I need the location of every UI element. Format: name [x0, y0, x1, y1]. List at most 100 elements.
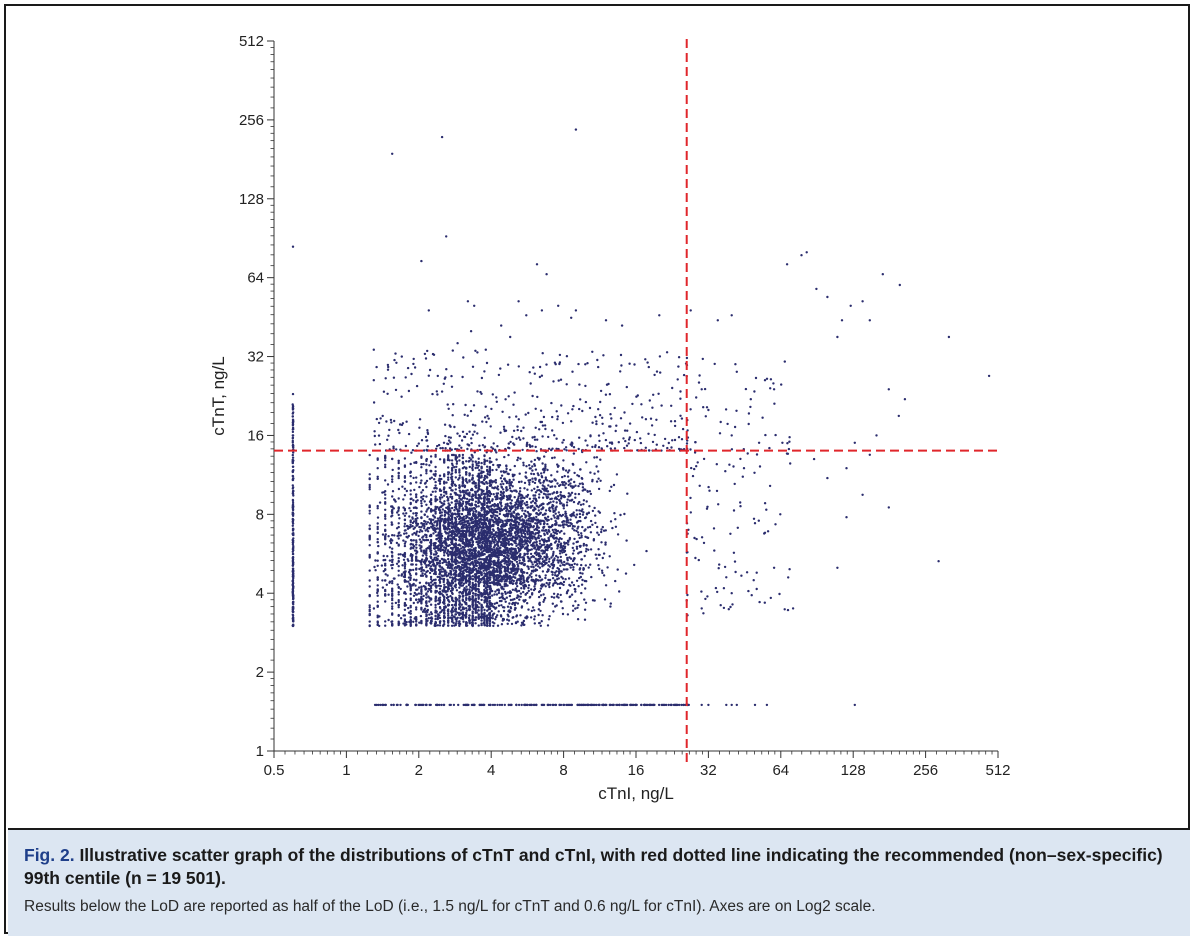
data-point [291, 583, 294, 587]
data-point [397, 461, 400, 465]
data-point [436, 703, 439, 707]
data-point [475, 540, 478, 544]
data-point [487, 616, 490, 620]
data-point [392, 703, 395, 707]
data-point [537, 595, 541, 599]
data-point [384, 620, 387, 623]
data-point [425, 536, 428, 539]
data-point [412, 520, 416, 523]
data-point [425, 468, 428, 472]
data-point [403, 567, 407, 570]
data-point [505, 596, 508, 599]
data-point [531, 563, 534, 566]
data-point [434, 603, 437, 607]
data-point [486, 468, 489, 472]
data-point [600, 569, 604, 572]
data-point [616, 533, 620, 536]
data-point [570, 703, 574, 707]
data-point [476, 551, 480, 554]
data-point [497, 516, 501, 520]
data-point [438, 587, 442, 590]
data-point [680, 703, 683, 707]
data-point [378, 624, 381, 628]
data-point [549, 703, 552, 707]
data-point [376, 457, 379, 460]
data-point [523, 599, 527, 603]
data-point [548, 585, 551, 589]
data-point [579, 571, 582, 575]
data-point [397, 560, 400, 563]
data-point [437, 555, 440, 558]
data-point [407, 606, 410, 610]
data-point [292, 489, 295, 493]
data-point [669, 703, 672, 707]
data-point [291, 492, 294, 495]
data-point [397, 474, 400, 478]
data-point [447, 505, 450, 508]
data-point [504, 505, 507, 508]
data-point [649, 703, 652, 707]
data-point [468, 491, 471, 494]
data-point [577, 533, 580, 537]
data-point [495, 468, 498, 471]
data-point [488, 619, 492, 622]
data-point [438, 482, 442, 485]
data-point [500, 571, 503, 574]
data-point [471, 460, 474, 463]
data-point [434, 484, 437, 487]
data-point [437, 547, 440, 550]
data-point [442, 609, 445, 612]
data-point [384, 538, 387, 541]
data-point [438, 624, 442, 627]
data-point [424, 703, 427, 707]
data-point [463, 614, 467, 617]
data-point [520, 587, 523, 590]
data-point [563, 563, 566, 567]
data-point [292, 494, 295, 497]
data-point [454, 518, 457, 522]
data-point [444, 550, 447, 553]
data-point [459, 616, 462, 620]
data-point [444, 585, 448, 589]
data-point [474, 510, 478, 513]
data-point [563, 541, 566, 544]
data-point [526, 532, 529, 535]
data-point [567, 577, 571, 580]
data-point [441, 601, 445, 604]
data-point [581, 572, 584, 575]
data-point [486, 459, 489, 462]
data-point [546, 468, 549, 472]
data-point [421, 554, 425, 557]
data-point [397, 599, 400, 602]
data-point [449, 495, 452, 499]
data-point [409, 592, 412, 596]
data-point [465, 598, 468, 602]
data-point [438, 516, 442, 519]
data-point [434, 606, 437, 609]
data-point [440, 703, 443, 707]
data-point [481, 576, 485, 580]
data-point [580, 476, 583, 480]
data-point [411, 584, 414, 587]
data-point [454, 610, 457, 613]
data-point [457, 607, 461, 611]
data-point [402, 571, 405, 574]
data-point [454, 579, 457, 582]
data-point [568, 703, 572, 707]
data-point [572, 446, 576, 449]
data-point [384, 463, 387, 466]
data-point [480, 541, 484, 544]
data-point [432, 518, 435, 521]
data-point [403, 544, 407, 548]
data-point [422, 462, 425, 466]
data-point [563, 560, 566, 564]
data-point [404, 529, 407, 532]
data-point [588, 525, 592, 529]
data-point [448, 544, 451, 547]
data-point [532, 588, 536, 592]
data-point [291, 560, 295, 564]
data-point [552, 610, 555, 613]
data-point [391, 468, 394, 472]
data-point [447, 513, 450, 516]
data-point [495, 492, 498, 495]
